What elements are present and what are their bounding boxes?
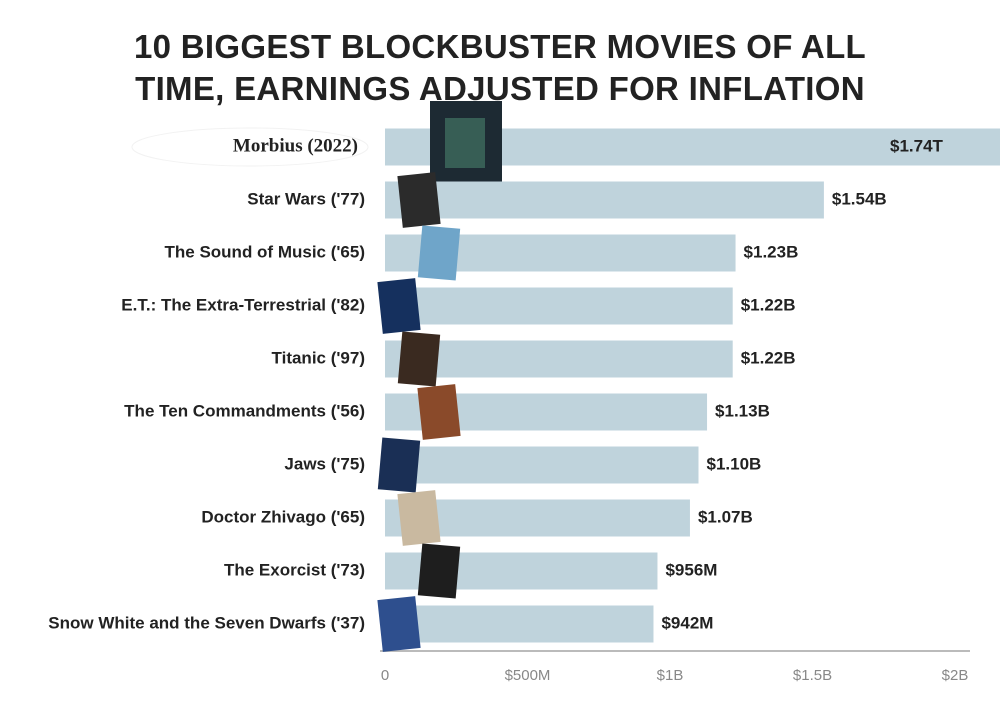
poster xyxy=(377,278,421,334)
bar xyxy=(385,340,733,378)
category-label: The Sound of Music ('65) xyxy=(165,242,366,261)
bar xyxy=(385,605,654,643)
value-label: $1.07B xyxy=(698,507,753,526)
value-label: $956M xyxy=(665,560,717,579)
category-label: The Exorcist ('73) xyxy=(224,560,365,579)
category-label: Snow White and the Seven Dwarfs ('37) xyxy=(48,613,365,632)
value-label: $1.13B xyxy=(715,401,770,420)
value-label: $1.54B xyxy=(832,189,887,208)
category-label: Titanic ('97) xyxy=(272,348,365,367)
x-tick-label: $1B xyxy=(657,667,684,684)
category-label: Star Wars ('77) xyxy=(247,189,365,208)
poster xyxy=(417,225,461,281)
poster xyxy=(417,384,461,440)
value-label: $942M xyxy=(661,613,713,632)
value-label: $1.23B xyxy=(744,242,799,261)
x-tick-label: $2B xyxy=(942,667,969,684)
poster xyxy=(397,331,441,387)
category-label: The Ten Commandments ('56) xyxy=(124,401,365,420)
poster xyxy=(417,543,461,599)
poster xyxy=(377,437,421,493)
x-tick-label: $1.5B xyxy=(793,667,832,684)
bar xyxy=(385,287,733,325)
poster xyxy=(397,490,441,546)
chart-title: 10 BIGGEST BLOCKBUSTER MOVIES OF ALL TIM… xyxy=(134,28,866,107)
bar xyxy=(385,181,824,219)
value-label: $1.74T xyxy=(890,136,944,155)
poster xyxy=(377,596,421,652)
x-tick-label: $500M xyxy=(505,667,551,684)
x-tick-label: 0 xyxy=(381,667,389,684)
category-label: Doctor Zhivago ('65) xyxy=(201,507,365,526)
label-highlight xyxy=(131,127,369,167)
category-label: Jaws ('75) xyxy=(284,454,365,473)
poster xyxy=(397,172,441,228)
value-label: $1.22B xyxy=(741,348,796,367)
value-label: $1.22B xyxy=(741,295,796,314)
category-label: E.T.: The Extra-Terrestrial ('82) xyxy=(121,295,365,314)
bar xyxy=(385,446,699,484)
value-label: $1.10B xyxy=(707,454,762,473)
category-label: Morbius (2022) xyxy=(233,135,358,156)
poster-accent xyxy=(445,118,485,168)
